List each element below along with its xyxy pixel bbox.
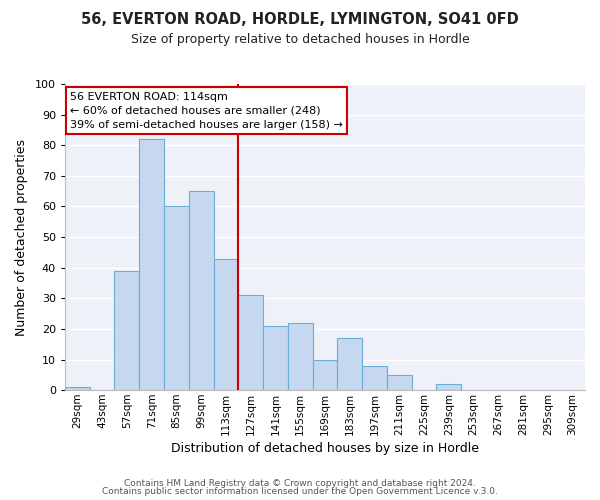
Bar [139,139,164,390]
Bar [65,387,90,390]
Bar [337,338,362,390]
Bar [387,375,412,390]
Text: Size of property relative to detached houses in Hordle: Size of property relative to detached ho… [131,32,469,46]
Text: Contains HM Land Registry data © Crown copyright and database right 2024.: Contains HM Land Registry data © Crown c… [124,478,476,488]
Bar [313,360,337,390]
Bar [436,384,461,390]
Text: Contains public sector information licensed under the Open Government Licence v.: Contains public sector information licen… [102,487,498,496]
Bar [189,191,214,390]
Bar [362,366,387,390]
Bar [288,323,313,390]
Bar [164,206,189,390]
X-axis label: Distribution of detached houses by size in Hordle: Distribution of detached houses by size … [171,442,479,455]
Text: 56 EVERTON ROAD: 114sqm
← 60% of detached houses are smaller (248)
39% of semi-d: 56 EVERTON ROAD: 114sqm ← 60% of detache… [70,92,343,130]
Bar [238,295,263,390]
Bar [214,258,238,390]
Text: 56, EVERTON ROAD, HORDLE, LYMINGTON, SO41 0FD: 56, EVERTON ROAD, HORDLE, LYMINGTON, SO4… [81,12,519,28]
Bar [263,326,288,390]
Bar [115,271,139,390]
Y-axis label: Number of detached properties: Number of detached properties [15,138,28,336]
